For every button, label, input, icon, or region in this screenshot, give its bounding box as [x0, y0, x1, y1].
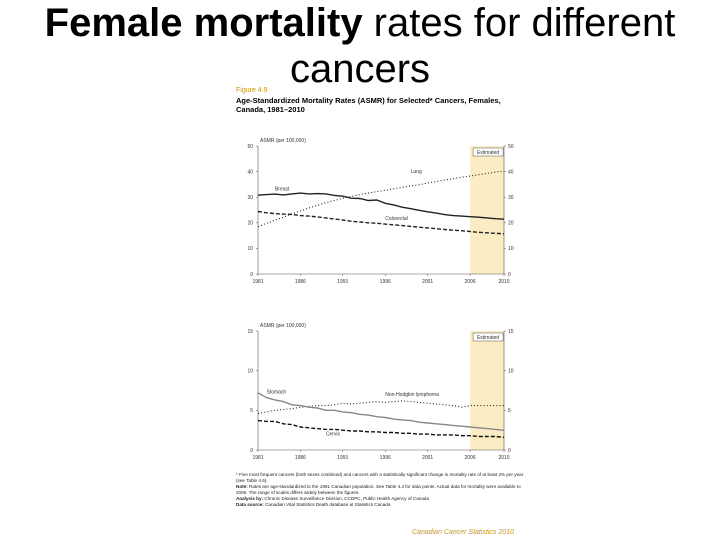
x-tick-label: 1996: [380, 279, 391, 285]
x-tick-label: 2010: [498, 455, 509, 461]
estimated-label-box: [472, 147, 504, 157]
y-axis-title: ASMR (per 100,000): [260, 323, 306, 329]
y-tick-label: 0: [250, 272, 253, 278]
y-tick-label-right: 30: [508, 195, 514, 201]
y-tick-label-right: 10: [508, 246, 514, 252]
y-tick-label-right: 40: [508, 169, 514, 175]
y-tick-label-right: 5: [508, 408, 511, 414]
series-line-lung: [257, 170, 505, 228]
series-label-cervix: Cervix: [326, 432, 341, 438]
x-tick-label: 2001: [422, 455, 433, 461]
slide-title: Female mortality rates for different can…: [0, 0, 720, 92]
x-tick-label: 1991: [337, 279, 348, 285]
chart-female-mortality-minor: Estimated ASMR (per 100,000) 0 0 5 5 10 10 15 15 1…: [247, 323, 514, 461]
note-footnote: * Five most frequent cancers (both sexes…: [236, 472, 524, 483]
x-tick-label: 2006: [465, 455, 476, 461]
x-tick-label: 2010: [498, 279, 509, 285]
y-tick-label: 40: [247, 169, 253, 175]
series-label-breast: Breast: [275, 186, 290, 192]
series-line-cervix: [257, 419, 505, 438]
x-tick-label: 2006: [465, 279, 476, 285]
series-label-stomach: Stomach: [266, 390, 286, 396]
slide-title-rest: rates for different cancers: [289, 1, 676, 91]
y-tick-label-right: 0: [508, 448, 511, 454]
y-tick-label-right: 20: [508, 221, 514, 227]
y-tick-label: 10: [247, 246, 253, 252]
y-tick-label-right: 15: [508, 329, 514, 335]
note-rates: Note: Rates are age-standardized to the …: [236, 484, 521, 495]
chart-female-mortality-major: Estimated ASMR (per 100,000) 0 0 10 10 20 20 30 3…: [247, 138, 514, 285]
y-tick-label: 20: [247, 221, 253, 227]
figure-notes: * Five most frequent cancers (both sexes…: [236, 472, 526, 508]
slide-title-bold: Female mortality: [44, 1, 363, 45]
estimated-region: [470, 146, 504, 274]
publication-brand: Canadian Cancer Statistics 2010: [412, 529, 514, 536]
y-tick-label: 50: [247, 144, 253, 150]
y-axis-title: ASMR (per 100,000): [260, 138, 306, 144]
x-tick-label: 1996: [380, 455, 391, 461]
y-tick-label: 10: [247, 368, 253, 374]
y-tick-label: 15: [247, 329, 253, 335]
figure-number: Figure 4.9: [236, 87, 268, 94]
estimated-label-box: [472, 332, 504, 342]
note-analysis: Analysis by: Chronic Disease Surveillanc…: [236, 496, 430, 501]
x-tick-label: 2001: [422, 279, 433, 285]
x-tick-label: 1986: [295, 279, 306, 285]
x-tick-label: 1981: [252, 455, 263, 461]
series-line-stomach: [257, 392, 505, 431]
y-tick-label: 5: [250, 408, 253, 414]
series-label-colorectal: Colorectal: [385, 216, 408, 222]
series-label-lung: Lung: [411, 169, 422, 175]
estimated-region: [470, 331, 504, 450]
series-label-non-hodgkin-lymphoma: Non-Hodgkin lymphoma: [385, 392, 439, 398]
y-tick-label: 0: [250, 448, 253, 454]
y-tick-label-right: 10: [508, 368, 514, 374]
estimated-label: Estimated: [477, 335, 499, 341]
y-tick-label-right: 50: [508, 144, 514, 150]
x-tick-label: 1981: [252, 279, 263, 285]
estimated-label: Estimated: [477, 150, 499, 156]
series-line-non-hodgkin-lymphoma: [257, 400, 504, 415]
note-data-source: Data source: Canadian Vital Statistics D…: [236, 502, 391, 507]
series-line-breast: [257, 192, 505, 220]
y-tick-label-right: 0: [508, 272, 511, 278]
y-tick-label: 30: [247, 195, 253, 201]
figure-heading: Age-Standardized Mortality Rates (ASMR) …: [236, 96, 501, 114]
series-line-colorectal: [257, 210, 505, 235]
x-tick-label: 1986: [295, 455, 306, 461]
x-tick-label: 1991: [337, 455, 348, 461]
